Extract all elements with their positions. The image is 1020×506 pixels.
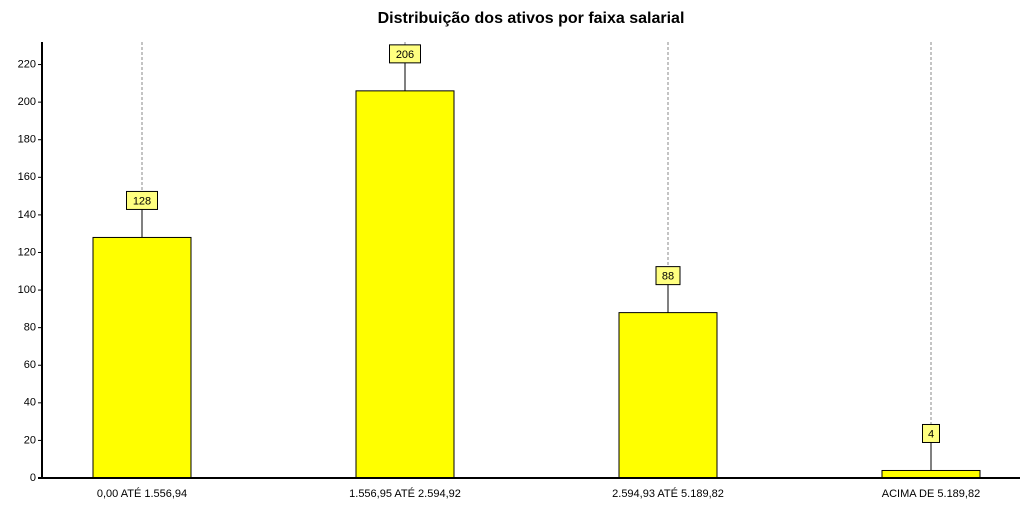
bar — [92, 236, 192, 479]
y-tick-label: 220 — [18, 58, 36, 70]
data-label: 88 — [662, 271, 674, 283]
y-tick-label: 60 — [24, 359, 36, 371]
y-tick-label: 100 — [18, 284, 36, 296]
x-tick-label: 2.594,93 ATÉ 5.189,82 — [612, 487, 724, 500]
x-tick-label: ACIMA DE 5.189,82 — [882, 488, 980, 500]
label-box — [655, 266, 681, 286]
data-label: 4 — [928, 428, 934, 440]
bar — [618, 312, 718, 479]
y-tick-label: 80 — [24, 322, 36, 334]
x-tick-label: 1.556,95 ATÉ 2.594,92 — [349, 487, 461, 500]
y-tick-label: 200 — [18, 96, 36, 108]
label-box — [126, 190, 158, 210]
y-tick-label: 160 — [18, 171, 36, 183]
bar — [355, 90, 455, 479]
y-tick-label: 120 — [18, 246, 36, 258]
y-tick-label: 20 — [24, 434, 36, 446]
data-label: 128 — [133, 195, 151, 207]
chart-title: Distribuição dos ativos por faixa salari… — [378, 10, 685, 27]
data-label: 206 — [396, 49, 414, 61]
y-tick-label: 180 — [18, 134, 36, 146]
y-tick-label: 0 — [30, 472, 36, 484]
label-box — [389, 44, 421, 64]
label-box — [922, 423, 940, 443]
x-tick-label: 0,00 ATÉ 1.556,94 — [97, 487, 187, 500]
y-tick-label: 140 — [18, 209, 36, 221]
y-tick-label: 40 — [24, 397, 36, 409]
bar — [881, 469, 981, 479]
